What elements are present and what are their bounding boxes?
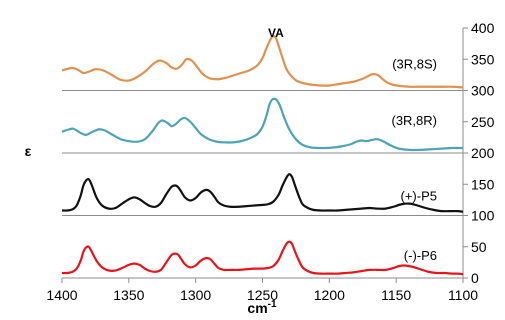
y-tick-label: 50 (471, 239, 487, 255)
y-axis-label: ε (25, 143, 32, 159)
series-label: (-)-P6 (404, 248, 437, 263)
y-ticks: 0 50 100 150 200 250 300 350 400 (463, 20, 495, 286)
y-tick-label: 300 (471, 83, 495, 99)
y-tick-label: 350 (471, 51, 495, 67)
x-tick-label: 1200 (314, 287, 345, 303)
y-tick-label: 0 (471, 270, 479, 286)
y-tick-label: 400 (471, 20, 495, 36)
annotation-label: VA (268, 26, 284, 40)
series-line (61, 240, 464, 276)
x-ticks: 1400 1350 1300 1250 1200 1150 1100 (46, 278, 478, 303)
series-labels: (3R,8S) (3R,8R) (+)-P5 (-)-P6 (391, 57, 437, 263)
y-tick-label: 200 (471, 145, 495, 161)
x-tick-label: 1250 (247, 287, 278, 303)
series-line (61, 97, 463, 152)
x-tick-label: 1150 (381, 287, 411, 303)
x-tick-label: 1400 (46, 287, 77, 303)
y-tick-label: 100 (471, 208, 495, 224)
series-label: (3R,8S) (392, 57, 437, 72)
y-tick-label: 250 (471, 114, 495, 130)
x-axis-label-base: cm (247, 300, 267, 316)
x-tick-label: 1350 (113, 287, 144, 303)
series-label: (+)-P5 (401, 189, 437, 204)
series-label: (3R,8R) (391, 113, 437, 128)
series-line (61, 34, 464, 89)
series-lines (61, 34, 464, 276)
series-line (61, 173, 464, 213)
x-axis-label-exponent: -1 (268, 299, 277, 310)
x-tick-label: 1100 (448, 287, 478, 303)
x-tick-label: 1300 (180, 287, 211, 303)
x-axis-label: cm-1 (247, 299, 277, 316)
y-tick-label: 150 (471, 176, 495, 192)
gridlines (62, 90, 463, 216)
